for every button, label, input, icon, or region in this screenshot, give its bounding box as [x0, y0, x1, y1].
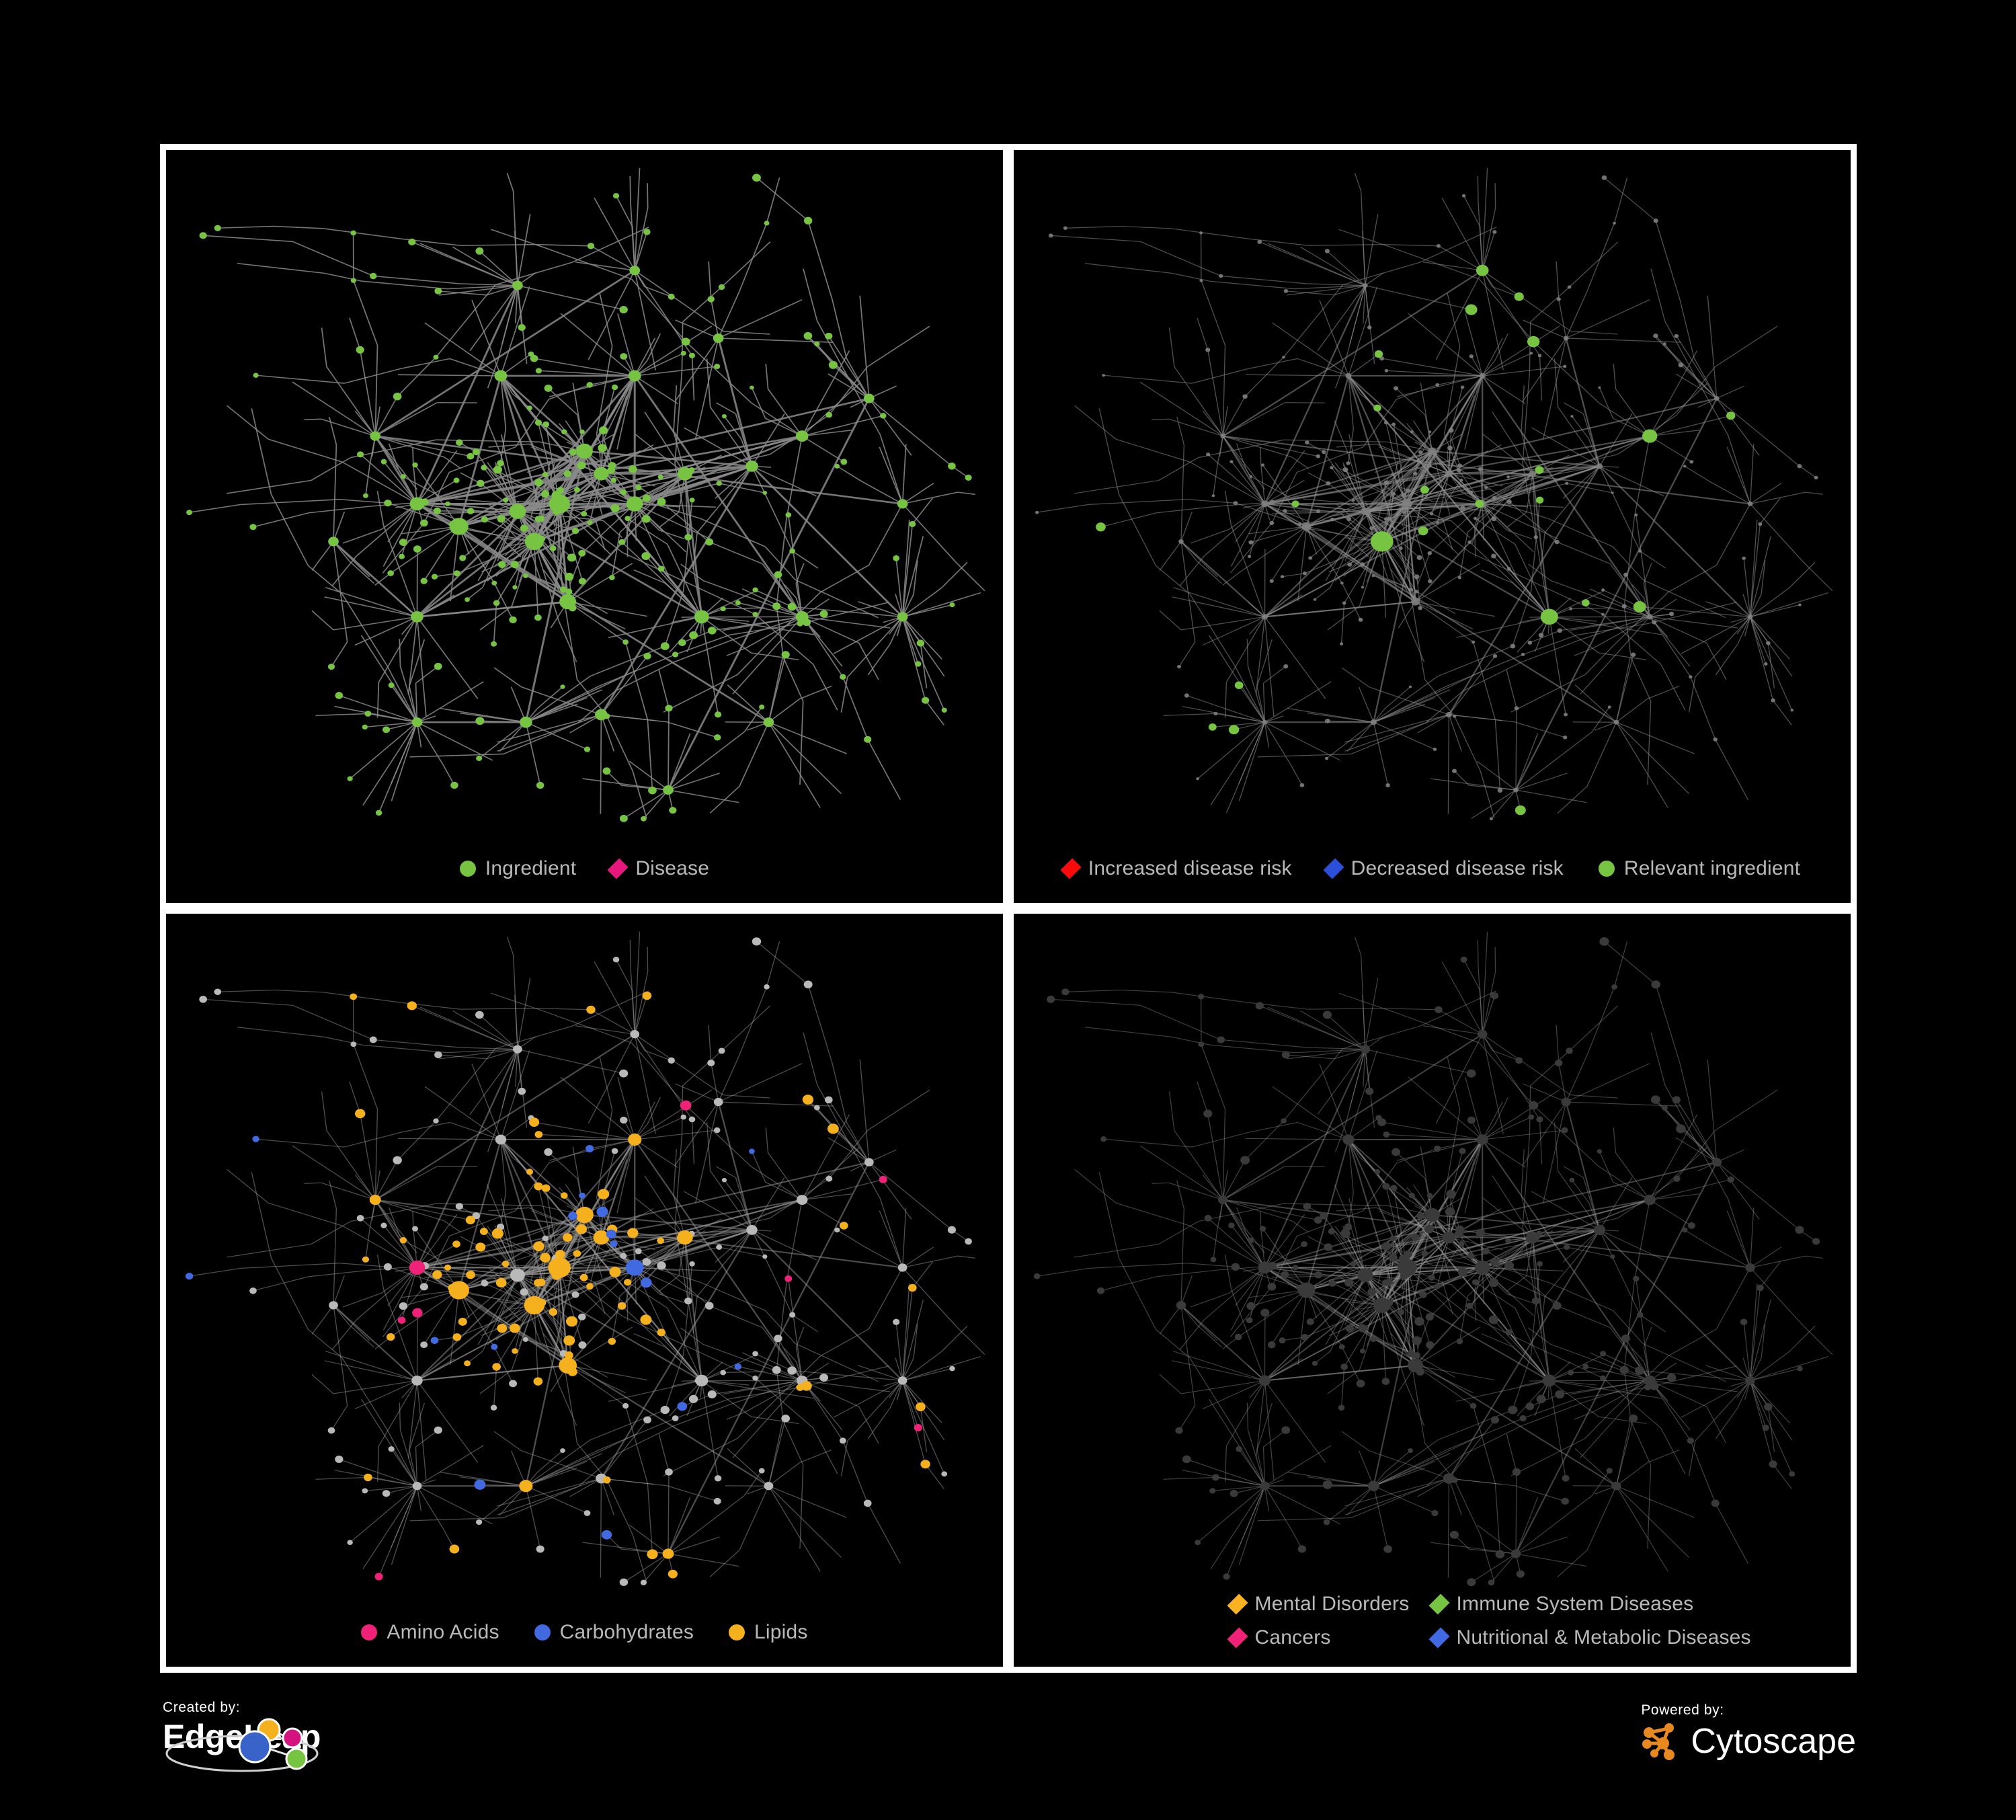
panel-ingredient-class[interactable]: Amino Acids Carbohydrates Lipids [166, 914, 1003, 1667]
network-panel-grid: Ingredient Disease Increased disease ris… [160, 144, 1857, 1673]
edgeleap-logo[interactable]: Created by: EdgeLeap [163, 1700, 358, 1787]
network-canvas-disease-class[interactable] [1014, 914, 1851, 1667]
created-by-label: Created by: [163, 1700, 241, 1715]
network-canvas-disease-risk[interactable] [1014, 150, 1851, 903]
panel-disease-class[interactable]: Mental Disorders Immune System Diseases … [1014, 914, 1851, 1667]
powered-by-label: Powered by: [1641, 1702, 1724, 1718]
network-canvas-ingredient-disease[interactable] [166, 150, 1003, 903]
edgeleap-graph-icon [165, 1718, 319, 1772]
network-graph-disease-risk [1035, 150, 1833, 821]
cytoscape-network-icon [1642, 1723, 1675, 1760]
panel-ingredient-disease[interactable]: Ingredient Disease [166, 150, 1003, 903]
network-graph-ingredient-class [185, 914, 985, 1586]
figure-footer: Created by: EdgeLeap Powered by: [160, 1688, 1856, 1809]
panel-disease-risk[interactable]: Increased disease risk Decreased disease… [1014, 150, 1851, 903]
network-graph-disease-class [1033, 914, 1833, 1587]
cytoscape-logo[interactable]: Powered by: [1641, 1702, 1856, 1762]
network-canvas-ingredient-class[interactable] [166, 914, 1003, 1667]
network-graph-ingredient-disease [186, 150, 985, 822]
cytoscape-brand-word: Cytoscape [1691, 1722, 1856, 1761]
